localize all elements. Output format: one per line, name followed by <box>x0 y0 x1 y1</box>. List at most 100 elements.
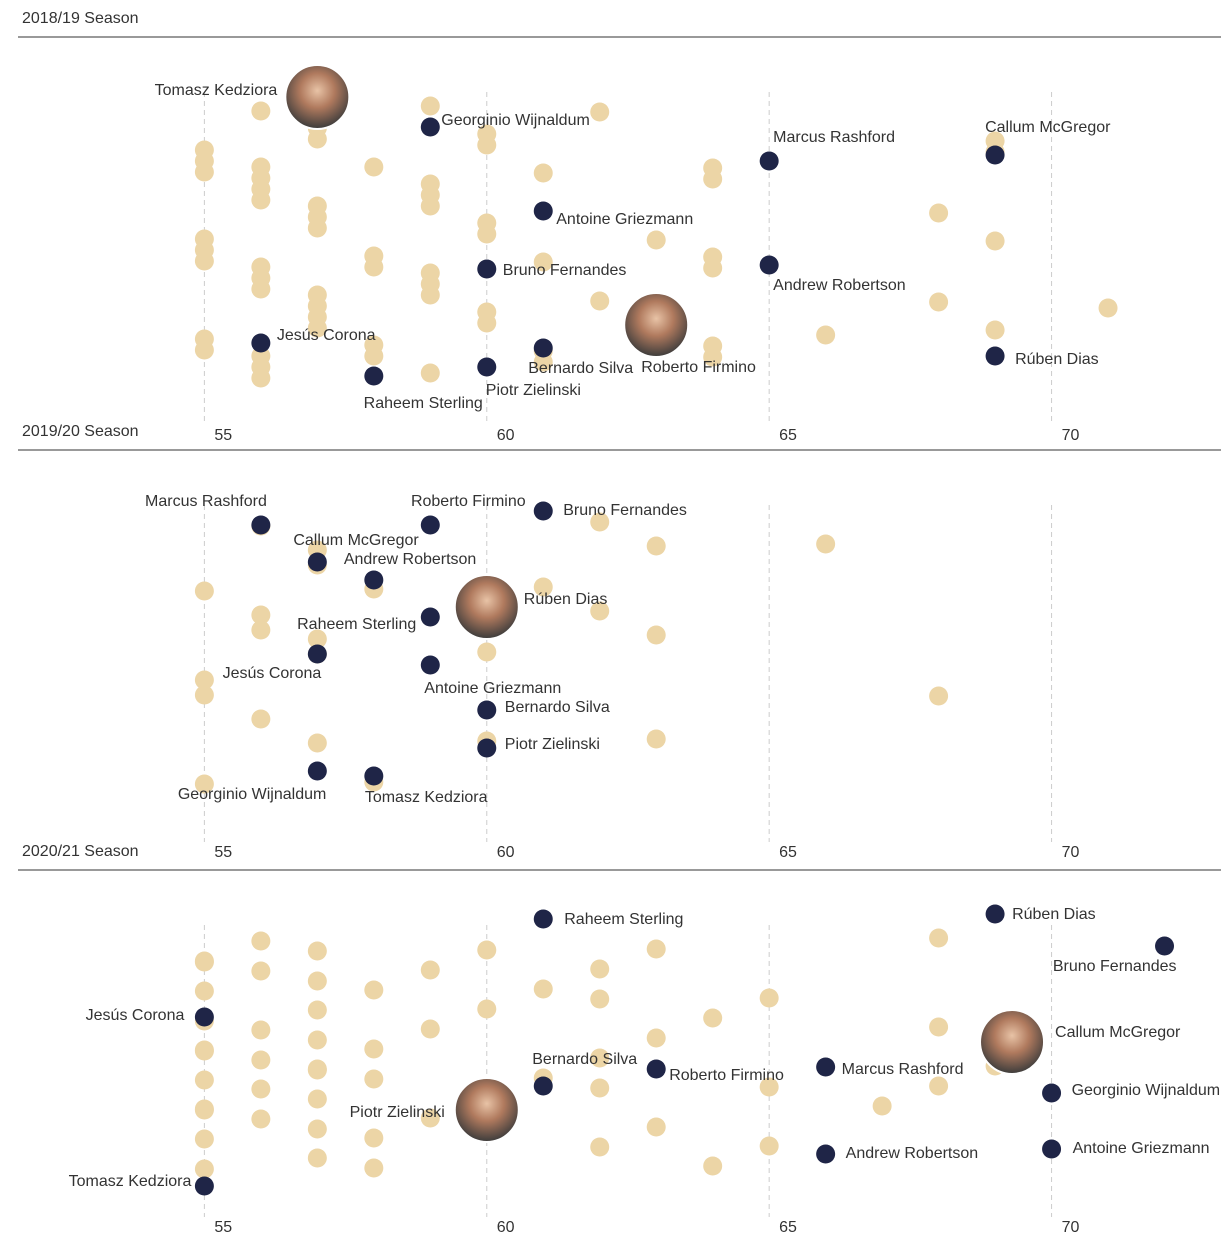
player-label: Jesús Corona <box>277 327 376 344</box>
dot <box>533 979 553 999</box>
dot <box>307 941 327 961</box>
dot <box>251 1020 271 1040</box>
player-photo <box>623 292 690 358</box>
player-dot <box>646 1059 666 1079</box>
x-tick-label: 60 <box>497 427 515 444</box>
dot <box>816 534 836 554</box>
dot <box>477 124 497 144</box>
dot <box>646 729 666 749</box>
player-label: Rúben Dias <box>1015 351 1099 368</box>
x-tick-label: 55 <box>214 1219 232 1236</box>
dot <box>590 1078 610 1098</box>
dot <box>646 230 666 250</box>
player-label: Georginio Wijnaldum <box>441 112 590 129</box>
x-tick-label: 70 <box>1062 844 1080 861</box>
dot <box>194 1129 214 1149</box>
dot <box>420 96 440 116</box>
player-dot <box>477 259 497 279</box>
player-dot <box>759 151 779 171</box>
player-label: Callum McGregor <box>1055 1024 1181 1041</box>
player-dot <box>307 644 327 664</box>
dot <box>364 1128 384 1148</box>
player-dot <box>985 145 1005 165</box>
dot <box>533 252 553 272</box>
player-label: Georginio Wijnaldum <box>178 786 327 803</box>
dot <box>646 939 666 959</box>
dot <box>590 1137 610 1157</box>
player-dot <box>420 117 440 137</box>
dot <box>194 952 214 972</box>
dot <box>420 960 440 980</box>
dot <box>251 961 271 981</box>
dot <box>477 999 497 1019</box>
player-label: Marcus Rashford <box>842 1061 964 1078</box>
x-tick-label: 55 <box>214 844 232 861</box>
dot <box>759 988 779 1008</box>
x-tick-label: 65 <box>779 1219 797 1236</box>
dot <box>929 1017 949 1037</box>
player-dot <box>1155 936 1175 956</box>
player-dot <box>1042 1139 1062 1159</box>
x-tick-label: 65 <box>779 844 797 861</box>
dot <box>194 140 214 160</box>
panel-title: 2020/21 Season <box>22 843 139 860</box>
panel-title: 2019/20 Season <box>22 423 139 440</box>
dot <box>194 685 214 705</box>
dot <box>251 931 271 951</box>
dot <box>1098 298 1118 318</box>
dot <box>477 642 497 662</box>
dot <box>251 1109 271 1129</box>
dot <box>590 102 610 122</box>
player-dot <box>759 255 779 275</box>
player-label: Tomasz Kedziora <box>365 789 488 806</box>
dot <box>646 1117 666 1137</box>
player-label: Raheem Sterling <box>297 616 416 633</box>
dot <box>194 1100 214 1120</box>
player-dot <box>985 904 1005 924</box>
player-label: Antoine Griezmann <box>556 211 693 228</box>
x-tick-label: 60 <box>497 1219 515 1236</box>
dot <box>251 620 271 640</box>
dot <box>194 581 214 601</box>
dot <box>307 1119 327 1139</box>
dot <box>251 1050 271 1070</box>
dot <box>307 629 327 649</box>
panel-title: 2018/19 Season <box>22 10 139 27</box>
x-tick-label: 55 <box>214 427 232 444</box>
dot <box>251 1079 271 1099</box>
player-dot <box>307 552 327 572</box>
dot <box>590 291 610 311</box>
player-dot <box>251 333 271 353</box>
player-label: Andrew Robertson <box>846 1145 979 1162</box>
player-dot <box>985 346 1005 366</box>
player-photo <box>453 574 520 640</box>
dot <box>477 302 497 322</box>
player-dot <box>533 201 553 221</box>
player-label: Roberto Firmino <box>411 493 526 510</box>
player-dot <box>420 655 440 675</box>
player-dot <box>816 1057 836 1077</box>
dot <box>703 336 723 356</box>
dot <box>703 158 723 178</box>
player-dot <box>477 700 497 720</box>
dot <box>929 686 949 706</box>
dot <box>194 1159 214 1179</box>
player-label: Georginio Wijnaldum <box>1072 1082 1221 1099</box>
player-dot <box>251 515 271 535</box>
player-label: Antoine Griezmann <box>1073 1140 1210 1157</box>
dot <box>703 1156 723 1176</box>
dot <box>364 980 384 1000</box>
dot <box>307 1089 327 1109</box>
dot <box>307 1030 327 1050</box>
player-dot <box>1042 1083 1062 1103</box>
dot <box>251 346 271 366</box>
dot <box>194 1041 214 1061</box>
player-dot <box>533 1076 553 1096</box>
player-photo <box>453 1077 520 1143</box>
dot <box>646 536 666 556</box>
dot <box>590 1048 610 1068</box>
dot <box>759 1077 779 1097</box>
player-label: Bruno Fernandes <box>563 502 687 519</box>
player-label: Antoine Griezmann <box>424 680 561 697</box>
